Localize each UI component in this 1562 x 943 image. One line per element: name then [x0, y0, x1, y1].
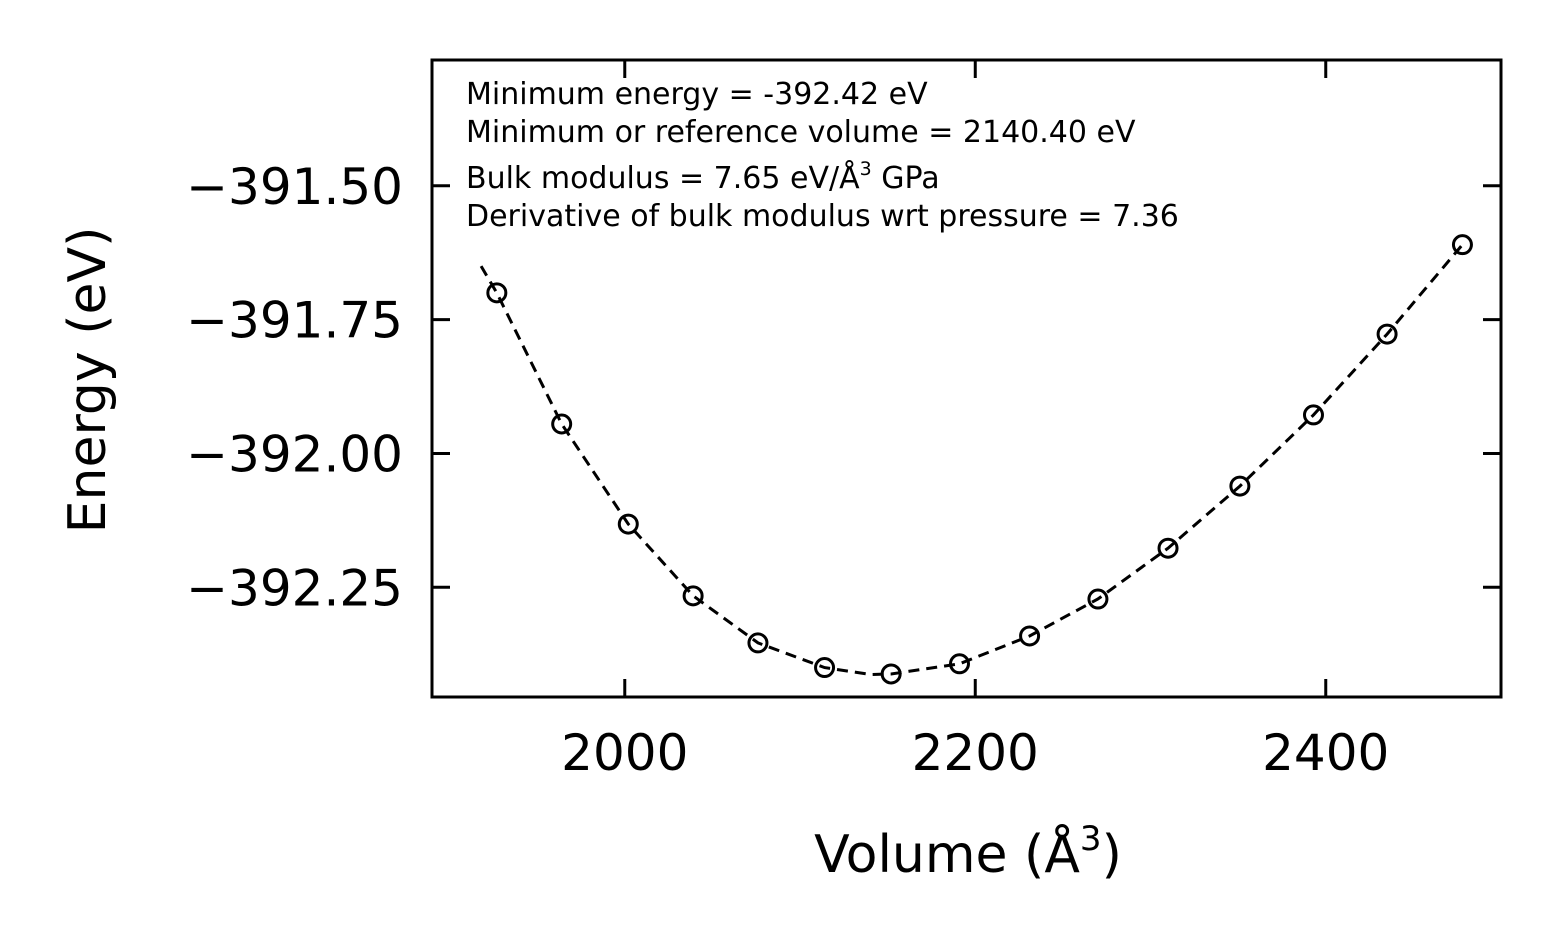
x-tick-labels: 2000 2200 2400	[561, 724, 1389, 782]
annotation-line: Minimum or reference volume = 2140.40 eV	[466, 115, 1136, 150]
data-point	[551, 413, 573, 435]
x-tick-label: 2400	[1262, 724, 1389, 782]
data-point	[1157, 537, 1179, 559]
data-point	[682, 585, 704, 607]
data-point	[1302, 404, 1324, 426]
data-point	[1376, 323, 1398, 345]
plot-frame	[430, 58, 1503, 699]
x-axis-title: Volume (Å3)	[814, 819, 1122, 885]
data-point	[1229, 475, 1251, 497]
data-point	[1087, 588, 1109, 610]
annotation-line: Minimum energy = -392.42 eV	[466, 77, 928, 112]
data-point	[486, 282, 508, 304]
axis-ticks	[432, 60, 1501, 697]
y-tick-label: −391.50	[186, 158, 403, 216]
fit-curve	[479, 243, 1464, 677]
y-tick-label: −392.00	[186, 425, 403, 483]
data-point	[1019, 625, 1041, 647]
x-tick-label: 2000	[561, 724, 688, 782]
y-tick-label: −391.75	[186, 292, 403, 350]
y-tick-labels: −391.50 −391.75 −392.00 −392.25	[186, 158, 403, 617]
data-point	[948, 653, 970, 675]
y-axis-title: Energy (eV)	[58, 227, 118, 534]
annotation-line: Bulk modulus = 7.65 eV/Å3 GPa	[466, 158, 940, 196]
x-tick-label: 2200	[912, 724, 1039, 782]
data-point	[617, 513, 639, 535]
data-points	[486, 234, 1473, 685]
data-point	[1451, 234, 1473, 256]
y-tick-label: −392.25	[186, 559, 403, 617]
data-point	[814, 657, 836, 679]
annotation-line: Derivative of bulk modulus wrt pressure …	[466, 199, 1179, 234]
data-point	[880, 663, 902, 685]
data-point	[747, 632, 769, 654]
